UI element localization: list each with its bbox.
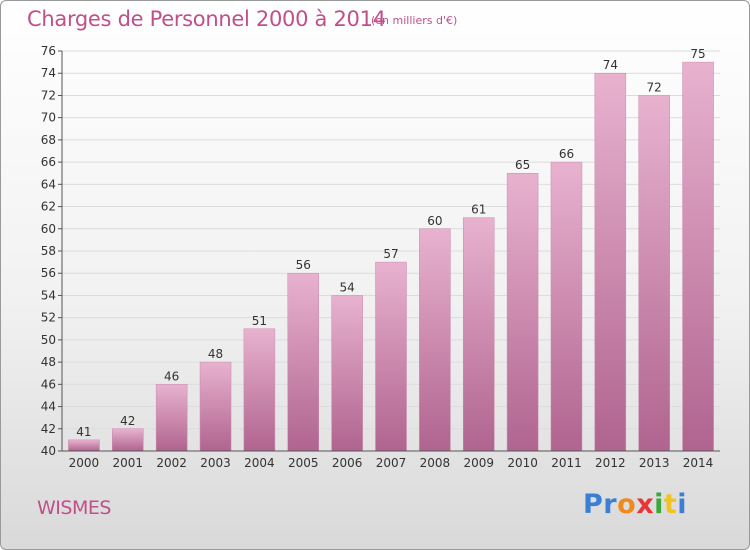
bar-value-label: 42 (120, 414, 135, 428)
bar-value-label: 57 (383, 247, 398, 261)
y-tick-label: 70 (41, 111, 56, 125)
bar-value-label: 65 (515, 158, 530, 172)
commune-name: WISMES (37, 497, 111, 519)
x-tick-label: 2014 (683, 456, 714, 470)
bar (331, 295, 363, 452)
bar (112, 428, 144, 452)
x-tick-label: 2008 (420, 456, 451, 470)
y-tick-label: 50 (41, 333, 56, 347)
bar (375, 261, 407, 452)
y-tick-label: 76 (41, 44, 56, 58)
x-axis: 2000 2001 2002 2003 2004 2005 2006 2007 2008 2009… (62, 450, 720, 470)
x-tick-label: 2000 (69, 456, 100, 470)
logo-letter: i (654, 489, 664, 520)
bar-value-label: 66 (559, 147, 574, 161)
chart-unit: (en milliers d'€) (371, 14, 458, 27)
bar-value-label: 75 (690, 47, 705, 61)
bar (462, 217, 495, 452)
y-tick-label: 54 (41, 288, 56, 302)
bar (155, 384, 188, 452)
x-tick-label: 2004 (244, 456, 275, 470)
x-tick-label: 2007 (376, 456, 407, 470)
bar (287, 272, 320, 452)
logo-letter: o (617, 489, 637, 520)
y-tick-label: 68 (41, 133, 56, 147)
bar-value-label: 51 (252, 314, 267, 328)
bar-value-label: 48 (208, 347, 223, 361)
bar (419, 228, 451, 452)
bar (594, 72, 627, 452)
y-tick-label: 56 (41, 266, 56, 280)
x-tick-label: 2006 (332, 456, 363, 470)
y-axis: 40 42 44 46 48 50 52 54 56 58 60 62 64 66 68 70 72 74 76 (41, 44, 63, 458)
y-tick-label: 42 (41, 422, 56, 436)
y-tick-label: 60 (41, 222, 56, 236)
bar (506, 172, 539, 452)
y-tick-label: 40 (41, 444, 56, 458)
logo-letter: t (663, 489, 678, 520)
y-tick-label: 72 (41, 88, 56, 102)
bar-value-label: 56 (296, 258, 311, 272)
y-tick-label: 52 (41, 311, 56, 325)
bar (638, 95, 670, 452)
x-tick-label: 2003 (200, 456, 231, 470)
y-tick-label: 64 (41, 177, 56, 191)
bar (199, 361, 232, 452)
bar-value-label: 60 (427, 214, 442, 228)
y-tick-label: 58 (41, 244, 56, 258)
y-tick-label: 44 (41, 400, 56, 414)
y-tick-label: 48 (41, 355, 56, 369)
bar-value-label: 54 (339, 280, 354, 294)
y-tick-label: 62 (41, 200, 56, 214)
bars: 41 42 46 48 51 56 54 57 60 61 65 66 74 72 75 (68, 47, 714, 452)
bar-value-label: 74 (603, 58, 618, 72)
x-tick-label: 2013 (639, 456, 670, 470)
bar-value-label: 72 (647, 80, 662, 94)
x-tick-label: 2011 (551, 456, 582, 470)
y-tick-label: 74 (41, 66, 56, 80)
bar (243, 328, 276, 452)
bar (682, 61, 714, 452)
y-tick-label: 46 (41, 377, 56, 391)
bar (68, 439, 100, 452)
chart-title: Charges de Personnel 2000 à 2014 (27, 7, 386, 31)
y-tick-label: 66 (41, 155, 56, 169)
x-tick-label: 2010 (507, 456, 538, 470)
proxiti-logo: Proxiti (583, 489, 687, 520)
x-tick-label: 2012 (595, 456, 626, 470)
x-tick-label: 2005 (288, 456, 319, 470)
bar-value-label: 46 (164, 369, 179, 383)
x-tick-label: 2002 (156, 456, 187, 470)
bar-value-label: 41 (76, 425, 91, 439)
logo-letter: i (677, 489, 688, 520)
bar (550, 161, 583, 452)
x-tick-label: 2001 (113, 456, 144, 470)
logo-letter: P (583, 489, 604, 520)
bar-value-label: 61 (471, 203, 486, 217)
x-tick-label: 2009 (463, 456, 494, 470)
logo-letter: x (636, 489, 655, 520)
logo-letter: r (603, 489, 618, 520)
